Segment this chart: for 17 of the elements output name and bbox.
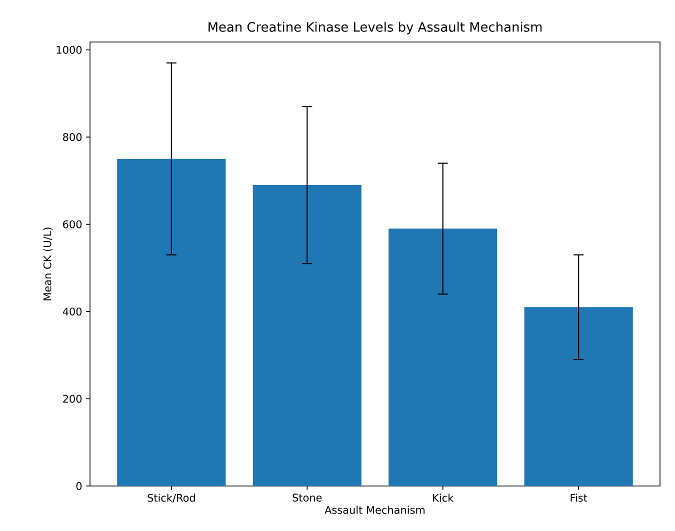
x-tick-label: Stone <box>292 494 322 502</box>
x-tick-label: Fist <box>570 494 588 502</box>
y-tick-label: 0 <box>76 482 82 490</box>
y-tick-label: 600 <box>63 220 82 228</box>
bar <box>524 307 633 486</box>
chart-title: Mean Creatine Kinase Levels by Assault Mechanism <box>208 22 542 34</box>
bar <box>252 185 362 486</box>
y-tick-label: 800 <box>63 133 82 142</box>
y-axis-title: Mean CK (U/L) <box>43 228 53 300</box>
bar <box>117 158 226 486</box>
y-tick-label: 1000 <box>56 46 82 54</box>
y-tick-label: 400 <box>62 308 82 316</box>
x-tick-label: Stick/Rod <box>148 494 195 503</box>
y-tick-label: 200 <box>63 394 82 403</box>
x-axis-title: Assault Mechanism <box>324 506 425 514</box>
bar <box>388 228 498 486</box>
x-tick-label: Kick <box>433 494 454 502</box>
